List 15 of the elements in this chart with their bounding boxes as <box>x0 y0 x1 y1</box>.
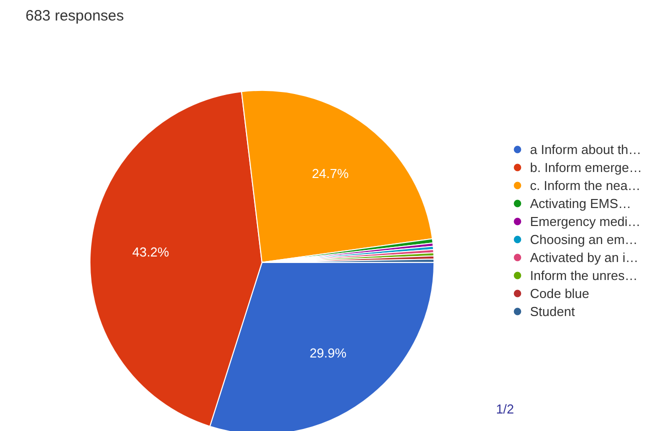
legend-label: a Inform about th… <box>530 141 642 157</box>
legend-label: Inform the unres… <box>530 267 638 283</box>
legend-label: Activating EMS… <box>530 195 632 211</box>
legend-label: b. Inform emerge… <box>530 159 642 175</box>
chart-title: 683 responses <box>26 8 124 24</box>
legend-label: c. Inform the nea… <box>530 177 641 193</box>
legend-label: Activated by an i… <box>530 249 638 265</box>
text: 1/2 <box>496 402 514 417</box>
legend-label: Student <box>530 303 575 319</box>
legend-label: Code blue <box>530 285 590 301</box>
data-label: 29.9% <box>310 345 347 360</box>
data-label: 43.2% <box>132 244 170 260</box>
data-label: 24.7% <box>312 166 350 182</box>
legend-label: Choosing an em… <box>530 231 638 247</box>
legend-label: Emergency medi… <box>530 213 641 229</box>
